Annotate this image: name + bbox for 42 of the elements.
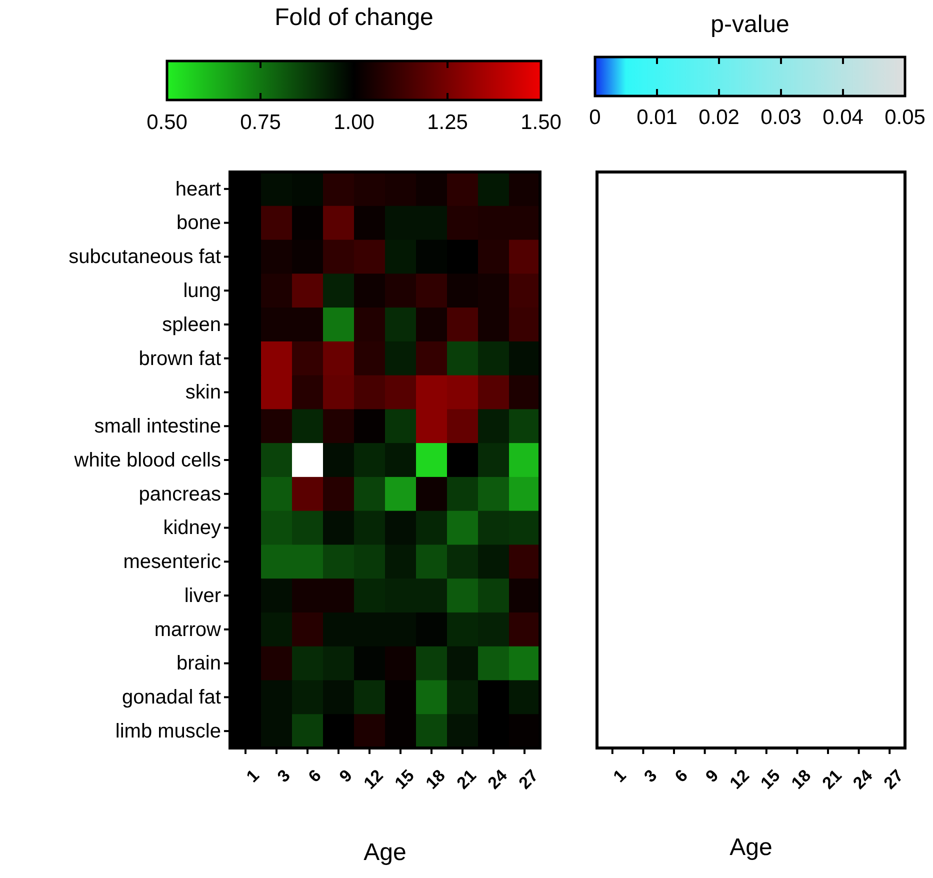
x-tick-label: 21 [453, 766, 480, 793]
color-bar-label: 0.75 [240, 110, 281, 134]
text: 0.01 [636, 106, 678, 129]
x-tick-label: 18 [422, 766, 449, 793]
color-bar-label: 0.50 [146, 110, 188, 134]
x-tick-label: 1 [242, 766, 263, 786]
x-tick-label: 24 [484, 766, 512, 793]
x-tick-label: 3 [274, 766, 294, 786]
text: 0.04 [822, 106, 864, 129]
x-tick-label: 15 [391, 766, 418, 793]
x-tick-label: 6 [304, 766, 325, 786]
y-tick-label: bone [176, 212, 221, 234]
color-bar-label: 1.00 [334, 110, 374, 134]
y-tick-label: pancreas [138, 483, 221, 506]
text: 0.02 [698, 106, 740, 129]
x-tick-label: 9 [336, 766, 356, 786]
y-tick-label: liver [184, 584, 222, 607]
text: 0.03 [760, 106, 802, 129]
color-bar-title: p-value [710, 11, 790, 38]
y-tick-label: subcutaneous fat [68, 246, 222, 268]
x-tick-label: 12 [360, 766, 387, 793]
color-bar-label: 1.25 [427, 110, 468, 134]
y-tick-label: gonadal fat [122, 686, 222, 709]
y-tick-label: kidney [163, 517, 221, 540]
y-tick-label: skin [185, 382, 221, 404]
color-bar-title: Fold of change [274, 4, 434, 31]
color-bar-label: 1.50 [520, 110, 562, 134]
y-tick-label: brain [176, 652, 221, 675]
y-tick-label: mesenteric [123, 551, 221, 574]
text: 0 [589, 106, 601, 129]
y-tick-label: lung [183, 280, 221, 302]
y-tick-label: brown fat [138, 348, 222, 370]
text: Age [730, 834, 772, 861]
y-tick-label: spleen [162, 314, 221, 336]
x-axis-title: Age [364, 839, 406, 866]
x-tick-label: 27 [515, 766, 542, 793]
y-tick-label: small intestine [94, 416, 221, 438]
y-tick-label: limb muscle [115, 720, 221, 742]
y-tick-label: marrow [154, 618, 222, 641]
y-tick-label: white blood cells [73, 449, 221, 472]
y-tick-label: heart [175, 178, 222, 200]
text: 0.05 [884, 106, 926, 129]
